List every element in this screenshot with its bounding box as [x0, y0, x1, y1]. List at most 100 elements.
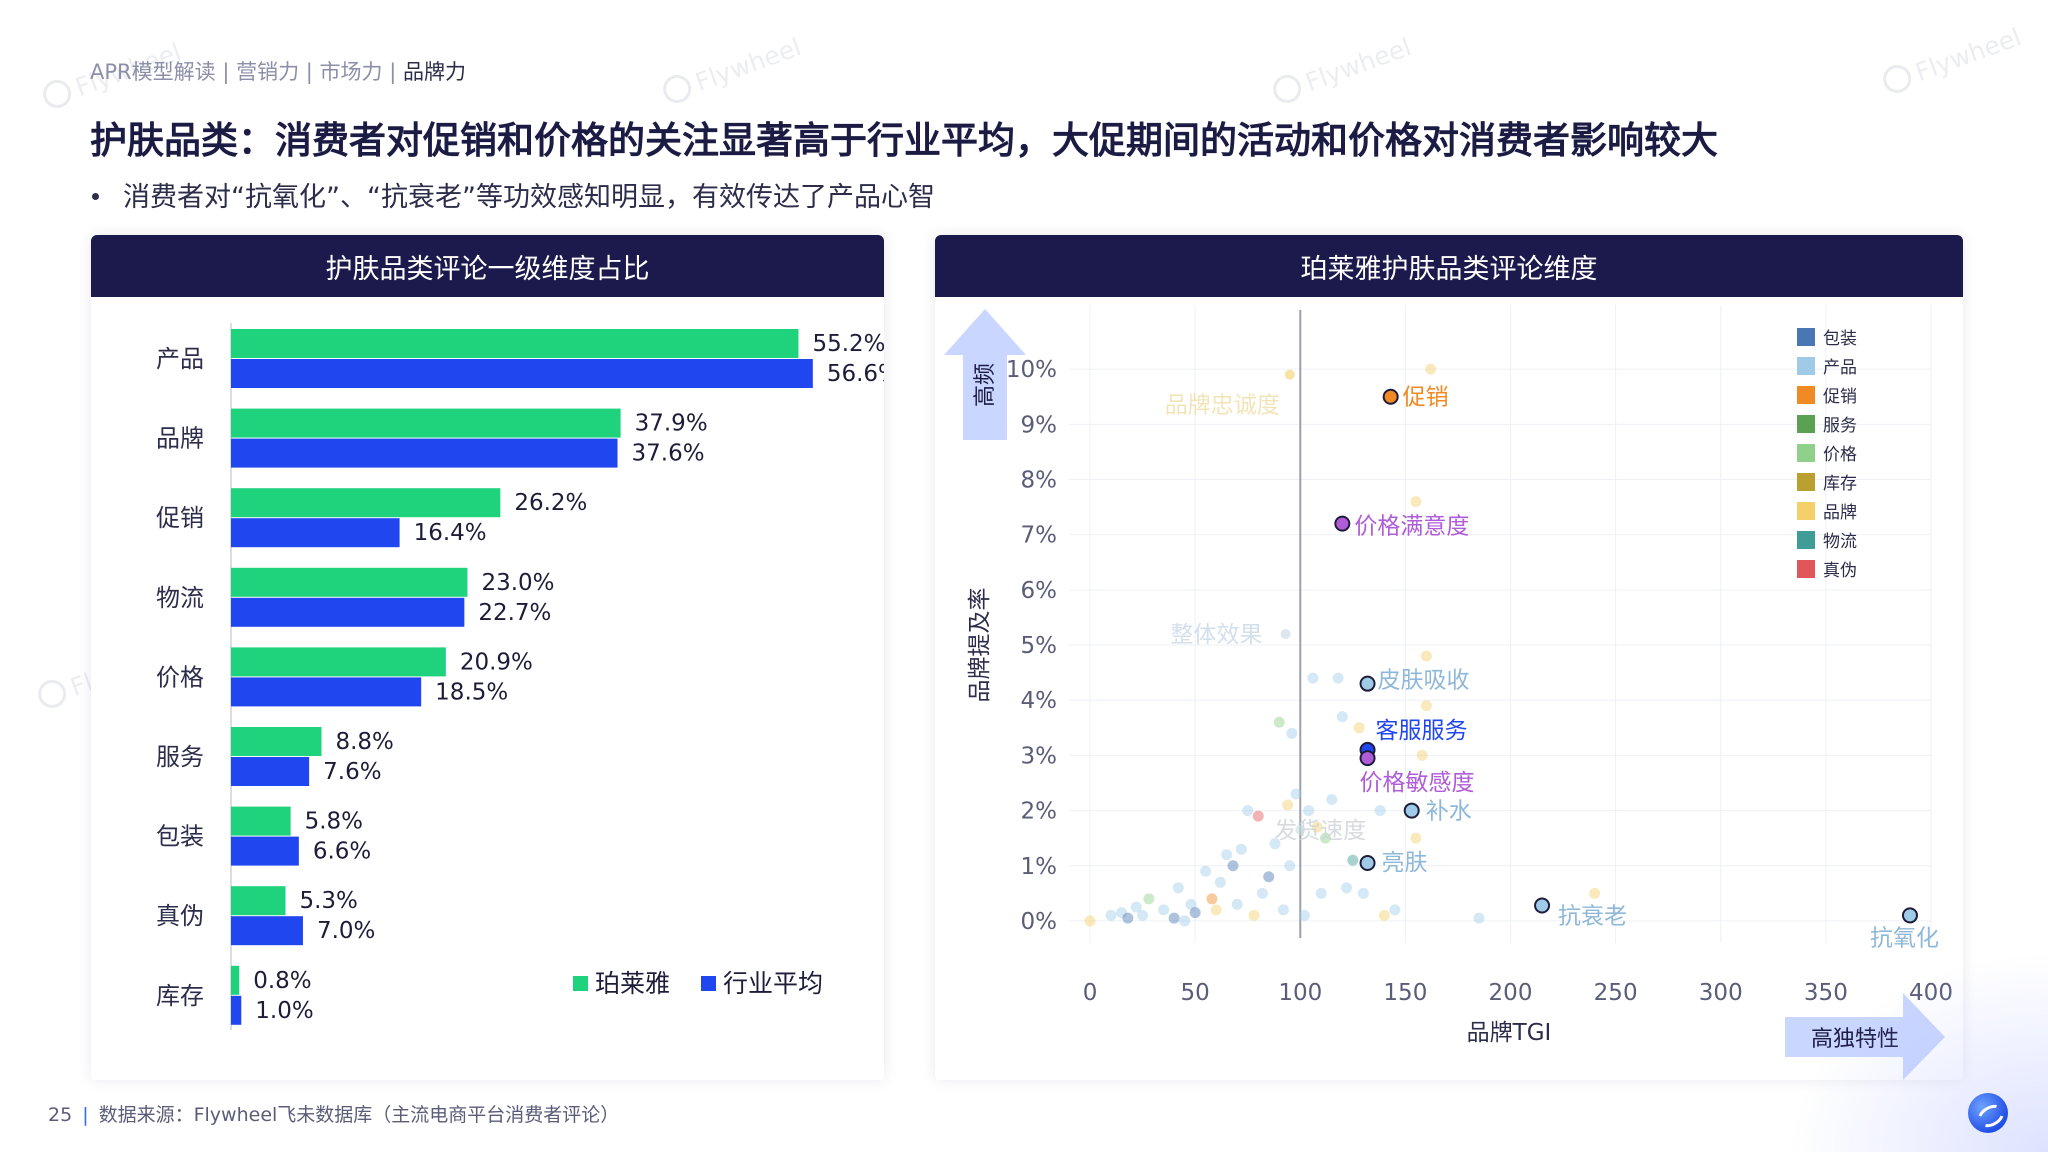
- bar-category-label: 品牌: [156, 425, 204, 453]
- scatter-point: [1227, 860, 1239, 872]
- high-frequency-arrow-icon: [944, 309, 1026, 440]
- legend-swatch: [1797, 560, 1815, 578]
- bar-chart: 产品 55.2% 56.6% 品牌 37.9% 37.6% 促销 26.2% 16.4% 物流 23…: [156, 323, 884, 1030]
- bar-value-label: 7.0%: [317, 918, 375, 944]
- watermark: Flywheel: [1879, 21, 2025, 98]
- bar-industry: [231, 518, 400, 548]
- scatter-point-highlight: [1359, 750, 1376, 767]
- footer-divider: |: [82, 1104, 89, 1126]
- x-tick-label: 100: [1278, 980, 1322, 1006]
- scatter-point-label: 整体效果: [1171, 622, 1263, 648]
- bar-chart-header: 护肤品类评论一级维度占比: [91, 235, 884, 297]
- bar-value-label: 20.9%: [460, 649, 533, 675]
- bar-category-label: 产品: [156, 345, 204, 373]
- legend-label: 真伪: [1823, 561, 1857, 581]
- watermark: Flywheel: [659, 31, 805, 108]
- y-tick-label: 6%: [1021, 578, 1058, 604]
- legend-label: 库存: [1823, 474, 1857, 494]
- scatter-point: [1231, 898, 1243, 910]
- breadcrumb-item[interactable]: 市场力: [319, 60, 383, 84]
- scatter-chart-header: 珀莱雅护肤品类评论维度: [935, 235, 1963, 297]
- scatter-point: [1235, 843, 1247, 855]
- bar-brand: [231, 647, 446, 677]
- page-number: 25: [48, 1104, 73, 1126]
- bar-value-label: 18.5%: [435, 679, 508, 705]
- scatter-point: [1189, 907, 1201, 919]
- x-tick-label: 250: [1594, 980, 1638, 1006]
- bar-industry: [231, 438, 618, 468]
- scatter-point: [1374, 805, 1386, 817]
- flywheel-logo-icon: [1968, 1093, 2008, 1133]
- high-uniqueness-arrow-icon: [1785, 993, 1945, 1080]
- scatter-point-label: 品牌忠诚度: [1165, 393, 1280, 419]
- x-tick-label: 0: [1083, 980, 1098, 1006]
- legend-swatch: [1797, 357, 1815, 375]
- scatter-point: [1315, 887, 1327, 899]
- breadcrumb-separator: |: [305, 60, 313, 84]
- scatter-point-label: 客服服务: [1376, 718, 1468, 744]
- bar-industry: [231, 995, 242, 1025]
- scatter-point: [1341, 882, 1353, 894]
- bar-brand: [231, 727, 322, 756]
- y-tick-label: 3%: [1021, 743, 1058, 769]
- scatter-point: [1263, 871, 1275, 883]
- scatter-point-label: 价格敏感度: [1360, 770, 1475, 796]
- bar-brand: [231, 408, 621, 438]
- scatter-point: [1221, 849, 1233, 861]
- y-tick-label: 4%: [1021, 688, 1058, 714]
- watermark: Flywheel: [1269, 31, 1415, 108]
- scatter-point: [1084, 915, 1096, 927]
- scatter-point-label: 抗衰老: [1558, 903, 1627, 929]
- bar-value-label: 1.0%: [255, 998, 313, 1024]
- scatter-point: [1179, 915, 1191, 927]
- scatter-point: [1105, 909, 1117, 921]
- breadcrumb-item[interactable]: APR模型解读: [90, 60, 216, 84]
- data-source: 数据来源：Flywheel飞未数据库（主流电商平台消费者评论）: [98, 1104, 620, 1126]
- bar-chart-panel: 护肤品类评论一级维度占比 产品 55.2% 56.6% 品牌 37.9% 37.6% 促销 2…: [91, 235, 884, 1080]
- bar-category-label: 促销: [156, 504, 204, 532]
- y-axis-title: 品牌提及率: [967, 588, 993, 703]
- bar-industry: [231, 836, 299, 866]
- legend-swatch: [1797, 531, 1815, 549]
- scatter-point: [1303, 805, 1315, 817]
- scatter-point: [1347, 854, 1359, 866]
- scatter-point: [1357, 887, 1369, 899]
- scatter-point: [1473, 912, 1485, 924]
- bar-category-label: 服务: [156, 743, 204, 771]
- bar-value-label: 26.2%: [514, 490, 587, 516]
- legend-swatch: [1797, 386, 1815, 404]
- breadcrumb-item[interactable]: 营销力: [236, 60, 300, 84]
- scatter-point: [1277, 904, 1289, 916]
- scatter-point: [1307, 672, 1319, 684]
- y-tick-label: 10%: [1006, 357, 1057, 383]
- breadcrumb-separator: |: [389, 60, 397, 84]
- bar-industry: [231, 597, 465, 627]
- bar-value-label: 7.6%: [323, 759, 381, 785]
- scatter-point: [1378, 909, 1390, 921]
- bar-value-label: 22.7%: [478, 600, 551, 626]
- scatter-point: [1130, 901, 1142, 913]
- x-tick-label: 400: [1909, 980, 1953, 1006]
- scatter-point: [1425, 363, 1437, 375]
- scatter-point-highlight: [1359, 854, 1376, 871]
- breadcrumb: APR模型解读 | 营销力 | 市场力 | 品牌力: [90, 56, 466, 86]
- scatter-point: [1282, 799, 1294, 811]
- y-tick-label: 7%: [1021, 523, 1058, 549]
- scatter-point: [1416, 749, 1428, 761]
- x-tick-label: 300: [1699, 980, 1743, 1006]
- scatter-point-highlight: [1382, 388, 1399, 405]
- bar-industry: [231, 757, 310, 786]
- y-tick-label: 8%: [1021, 468, 1058, 494]
- scatter-point-highlight: [1901, 907, 1918, 924]
- x-tick-label: 50: [1181, 980, 1210, 1006]
- bar-value-label: 16.4%: [414, 520, 487, 546]
- legend-label: 包装: [1823, 329, 1857, 349]
- y-tick-label: 0%: [1021, 909, 1058, 935]
- bar-category-label: 包装: [156, 823, 204, 851]
- high-frequency-label: 高频: [973, 363, 998, 407]
- bar-industry: [231, 916, 303, 946]
- scatter-point: [1172, 882, 1184, 894]
- bar-value-label: 5.8%: [305, 809, 363, 835]
- breadcrumb-separator: |: [222, 60, 230, 84]
- bullet-icon: [92, 193, 99, 200]
